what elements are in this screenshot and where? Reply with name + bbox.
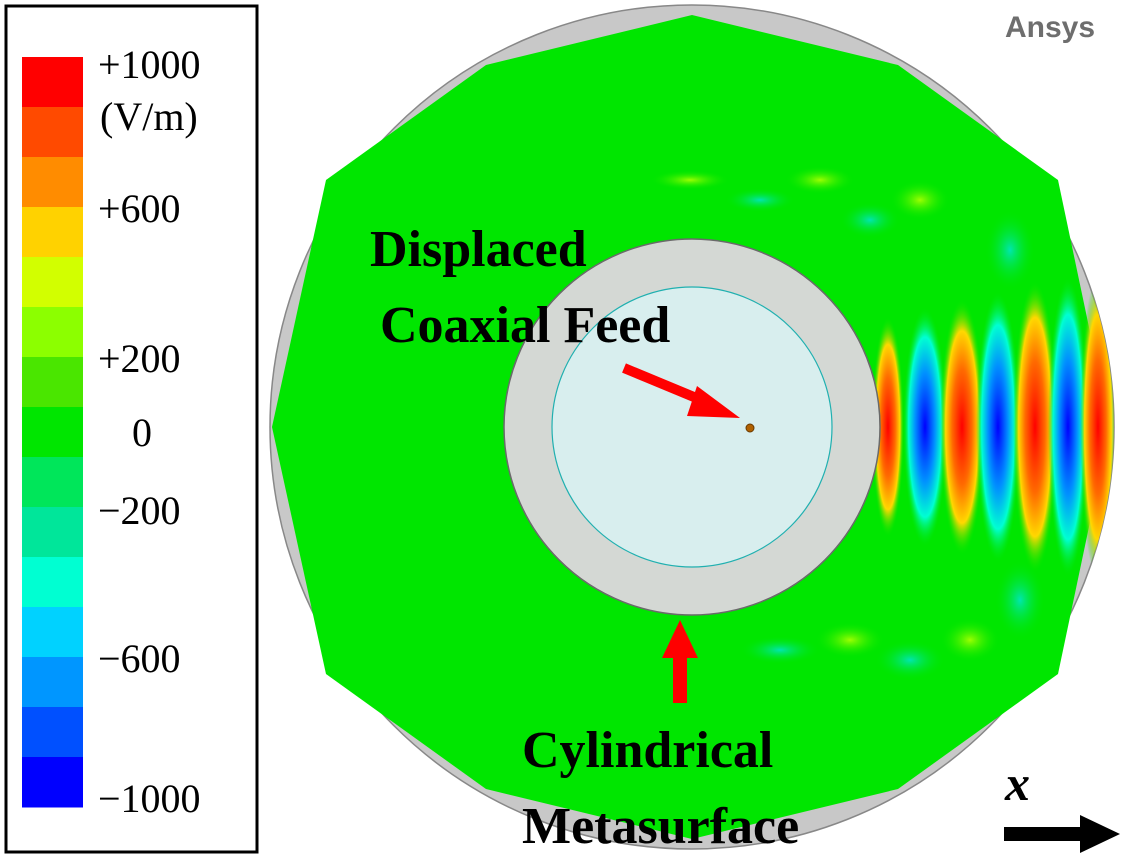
metasurface-arrow-shaft	[673, 655, 687, 703]
feed-arrow-head	[687, 386, 740, 418]
colorbar-label-200: +200	[98, 336, 181, 381]
x-axis-arrow-shaft	[1004, 827, 1084, 841]
feed-annotation: Displaced Coaxial Feed	[370, 221, 740, 418]
lobe-pos-2	[940, 299, 984, 555]
colorbar-band	[22, 457, 83, 508]
feed-label-line2: Coaxial Feed	[380, 297, 670, 354]
colorbar-band	[22, 757, 83, 808]
feed-arrow-shaft	[622, 363, 708, 407]
inner-dielectric	[551, 286, 833, 568]
colorbar-band	[22, 357, 83, 408]
colorbar-band	[22, 507, 83, 558]
x-axis-label: x	[1004, 755, 1030, 811]
colorbar-label-600: +600	[98, 186, 181, 231]
colorbar-label-max: +1000	[98, 42, 201, 87]
colorbar-band	[22, 307, 83, 358]
wave-pattern	[650, 166, 1114, 680]
colorbar-label-neg600: −600	[98, 636, 181, 681]
x-axis-arrow-head	[1080, 815, 1120, 853]
colorbar-band	[22, 207, 83, 258]
colorbar-band	[22, 657, 83, 708]
colorbar-band	[22, 257, 83, 308]
lobe-neg-3	[1048, 277, 1088, 577]
colorbar-band	[22, 157, 83, 208]
colorbar-label-zero: 0	[132, 410, 152, 455]
colorbar-legend: +1000 (V/m) +600 +200 0 −200 −600 −1000	[4, 4, 259, 854]
lobe-pos-3	[1013, 281, 1057, 573]
colorbar-band	[22, 57, 83, 108]
colorbar-unit: (V/m)	[100, 94, 198, 139]
lobe-neg-1	[903, 307, 947, 547]
colorbar-band	[22, 557, 83, 608]
colorbar-bands	[22, 57, 83, 808]
colorbar-band	[22, 607, 83, 658]
metasurface-arrow-head	[662, 620, 698, 658]
lobe-neg-2	[976, 291, 1020, 563]
metasurface-annotation: Cylindrical Metasurface	[522, 620, 799, 855]
colorbar-label-min: −1000	[98, 776, 201, 821]
colorbar-band	[22, 707, 83, 758]
colorbar-band	[22, 107, 83, 158]
coaxial-feed-point	[745, 423, 755, 433]
lobe-pos-4	[1080, 277, 1114, 577]
ansys-watermark: Ansys	[1005, 11, 1095, 44]
metasurface-label-line2: Metasurface	[522, 798, 799, 855]
x-axis-indicator: x	[1004, 755, 1120, 853]
colorbar-label-neg200: −200	[98, 488, 181, 533]
colorbar-band	[22, 407, 83, 458]
lobe-pos-1	[872, 317, 904, 537]
feed-label-line1: Displaced	[370, 221, 587, 278]
metasurface-label-line1: Cylindrical	[522, 722, 773, 779]
simulation-domain	[269, 4, 1115, 850]
